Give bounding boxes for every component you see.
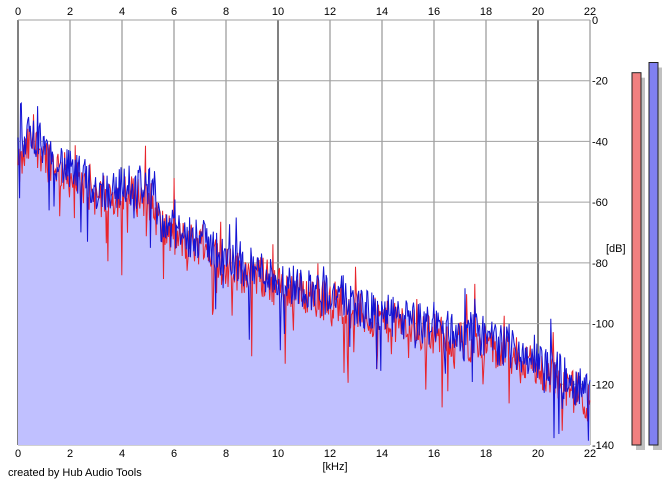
x-tick-label: 20 bbox=[532, 448, 544, 460]
x-tick-label: 6 bbox=[171, 6, 177, 18]
x-axis-label: [kHz] bbox=[322, 461, 347, 473]
x-tick-label: 12 bbox=[324, 448, 336, 460]
x-tick-label: 6 bbox=[171, 448, 177, 460]
x-tick-label: 10 bbox=[272, 448, 284, 460]
y-tick-label: -140 bbox=[592, 440, 614, 452]
y-tick-label: -60 bbox=[592, 197, 608, 209]
x-tick-labels-bottom: 0 2 4 6 8 10 12 14 16 18 20 22 bbox=[15, 448, 596, 460]
x-tick-label: 18 bbox=[480, 6, 492, 18]
x-tick-label: 18 bbox=[480, 448, 492, 460]
x-tick-label: 22 bbox=[584, 448, 596, 460]
y-tick-label: -120 bbox=[592, 379, 614, 391]
x-tick-label: 2 bbox=[67, 448, 73, 460]
credit-text: created by Hub Audio Tools bbox=[8, 467, 142, 479]
x-tick-label: 20 bbox=[532, 6, 544, 18]
x-tick-label: 14 bbox=[376, 448, 388, 460]
y-tick-label: -20 bbox=[592, 76, 608, 88]
y-tick-label: -80 bbox=[592, 258, 608, 270]
x-tick-label: 8 bbox=[223, 6, 229, 18]
level-meter-bar bbox=[631, 72, 642, 446]
series-blue-line bbox=[17, 102, 591, 441]
x-tick-label: 14 bbox=[376, 6, 388, 18]
x-tick-label: 16 bbox=[428, 448, 440, 460]
x-tick-label: 12 bbox=[324, 6, 336, 18]
x-tick-label: 0 bbox=[15, 448, 21, 460]
y-tick-label: -100 bbox=[592, 319, 614, 331]
x-tick-label: 0 bbox=[15, 6, 21, 18]
y-tick-label: -40 bbox=[592, 136, 608, 148]
series-red-line bbox=[17, 114, 591, 431]
y-axis-label: [dB] bbox=[606, 243, 626, 255]
x-tick-label: 16 bbox=[428, 6, 440, 18]
x-tick-labels-top: 0 2 4 6 8 10 12 14 16 18 20 22 bbox=[15, 6, 596, 18]
x-tick-label: 4 bbox=[119, 448, 125, 460]
x-tick-label: 4 bbox=[119, 6, 125, 18]
level-meters bbox=[631, 62, 662, 450]
x-tick-label: 8 bbox=[223, 448, 229, 460]
y-tick-labels: 0 -20 -40 -60 -80 -100 -120 -140 bbox=[592, 15, 614, 452]
x-tick-label: 22 bbox=[584, 6, 596, 18]
level-meter-bar bbox=[648, 62, 659, 446]
x-tick-label: 10 bbox=[272, 6, 284, 18]
x-tick-label: 2 bbox=[67, 6, 73, 18]
y-tick-label: 0 bbox=[592, 15, 598, 27]
